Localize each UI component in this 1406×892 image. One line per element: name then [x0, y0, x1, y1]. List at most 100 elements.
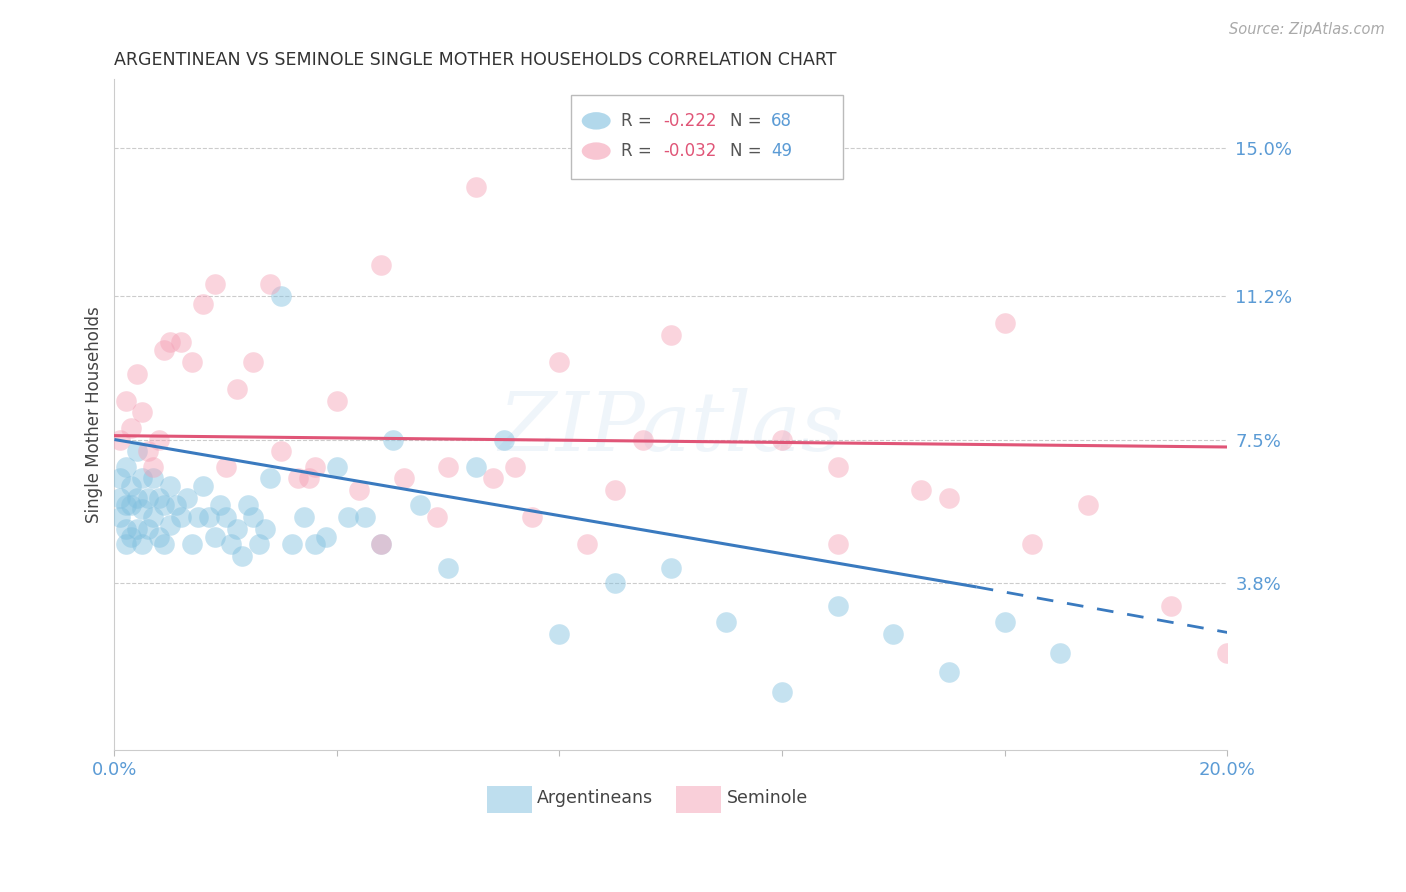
Point [131, 502, 153, 516]
Point [270, 289, 292, 303]
Point [125, 491, 148, 505]
Text: 49: 49 [770, 142, 792, 160]
Point [193, 479, 215, 493]
Point [1021, 537, 1043, 551]
FancyBboxPatch shape [676, 786, 721, 814]
Point [131, 537, 153, 551]
FancyBboxPatch shape [486, 786, 531, 814]
Text: R =: R = [620, 142, 657, 160]
Point [159, 517, 181, 532]
Y-axis label: Single Mother Households: Single Mother Households [86, 306, 103, 523]
FancyBboxPatch shape [571, 95, 844, 179]
Point [392, 471, 415, 485]
Point [827, 599, 849, 614]
Point [520, 510, 543, 524]
Point [215, 510, 238, 524]
Point [259, 471, 281, 485]
Text: N =: N = [730, 112, 766, 130]
Point [492, 433, 515, 447]
Point [770, 433, 793, 447]
Point [225, 522, 247, 536]
Point [409, 499, 432, 513]
Point [503, 459, 526, 474]
Point [204, 529, 226, 543]
Point [827, 537, 849, 551]
Point [337, 510, 360, 524]
Point [576, 537, 599, 551]
Point [481, 471, 503, 485]
Point [437, 560, 460, 574]
Point [131, 405, 153, 419]
Point [259, 277, 281, 292]
Text: ARGENTINEAN VS SEMINOLE SINGLE MOTHER HOUSEHOLDS CORRELATION CHART: ARGENTINEAN VS SEMINOLE SINGLE MOTHER HO… [114, 51, 837, 69]
Point [253, 522, 276, 536]
Point [910, 483, 932, 497]
Point [108, 471, 131, 485]
Point [114, 393, 136, 408]
Point [225, 382, 247, 396]
Point [219, 537, 242, 551]
Point [204, 277, 226, 292]
Point [605, 576, 627, 591]
Point [231, 549, 253, 563]
Point [193, 296, 215, 310]
Point [165, 499, 187, 513]
Point [270, 444, 292, 458]
Point [159, 479, 181, 493]
Point [287, 471, 309, 485]
Text: ZIPatlas: ZIPatlas [498, 388, 844, 467]
Point [326, 393, 349, 408]
Text: 68: 68 [770, 112, 792, 130]
Point [993, 615, 1015, 629]
Point [292, 510, 315, 524]
Point [125, 522, 148, 536]
Point [437, 459, 460, 474]
Point [142, 510, 165, 524]
Point [198, 510, 221, 524]
Point [882, 626, 904, 640]
Point [370, 537, 392, 551]
Point [114, 499, 136, 513]
Point [938, 665, 960, 680]
Point [148, 529, 170, 543]
Point [153, 343, 176, 358]
Text: Argentineans: Argentineans [537, 789, 654, 807]
Point [136, 491, 159, 505]
Point [247, 537, 270, 551]
Point [215, 459, 238, 474]
Point [548, 626, 571, 640]
Point [465, 180, 488, 194]
Point [938, 491, 960, 505]
Point [131, 471, 153, 485]
Point [242, 355, 264, 369]
Point [605, 483, 627, 497]
Point [304, 537, 326, 551]
Point [1216, 646, 1239, 660]
Point [548, 355, 571, 369]
Point [120, 529, 142, 543]
Point [181, 355, 204, 369]
Point [242, 510, 264, 524]
Point [170, 510, 193, 524]
Point [142, 459, 165, 474]
Point [108, 510, 131, 524]
Point [159, 335, 181, 350]
Point [716, 615, 738, 629]
Point [347, 483, 370, 497]
Point [170, 335, 193, 350]
Point [142, 471, 165, 485]
Point [631, 433, 654, 447]
Point [304, 459, 326, 474]
Point [426, 510, 449, 524]
Point [108, 433, 131, 447]
Point [114, 537, 136, 551]
Point [120, 479, 142, 493]
Point [120, 499, 142, 513]
Point [236, 499, 259, 513]
Point [148, 433, 170, 447]
Point [125, 444, 148, 458]
Point [108, 491, 131, 505]
Point [370, 258, 392, 272]
Point [181, 537, 204, 551]
Point [114, 459, 136, 474]
